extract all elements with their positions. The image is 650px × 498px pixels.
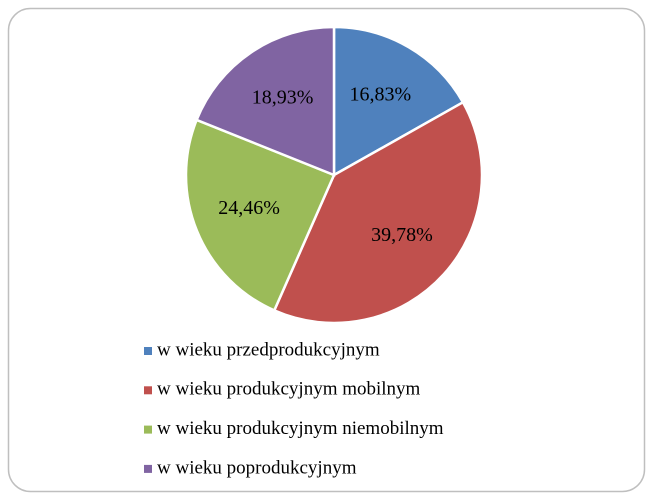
- legend-swatch: [144, 386, 152, 395]
- data-label: 39,78%: [371, 224, 433, 246]
- legend-swatch: [144, 425, 152, 434]
- legend-label: w wieku przedprodukcyjnym: [157, 339, 380, 360]
- pie-slice: [272, 100, 484, 325]
- data-label: 24,46%: [218, 197, 280, 219]
- legend-label: w wieku poprodukcyjnym: [157, 457, 357, 478]
- legend-swatch: [144, 347, 152, 355]
- data-label: 16,83%: [349, 83, 411, 105]
- legend-label: w wieku produkcyjnym mobilnym: [157, 379, 421, 400]
- data-label: 18,93%: [252, 87, 314, 109]
- pie-slice: [332, 25, 465, 178]
- pie-slice: [184, 118, 336, 313]
- legend-label: w wieku produkcyjnym niemobilnym: [157, 418, 444, 439]
- pie-slice: [195, 25, 336, 177]
- legend-swatch: [144, 464, 152, 473]
